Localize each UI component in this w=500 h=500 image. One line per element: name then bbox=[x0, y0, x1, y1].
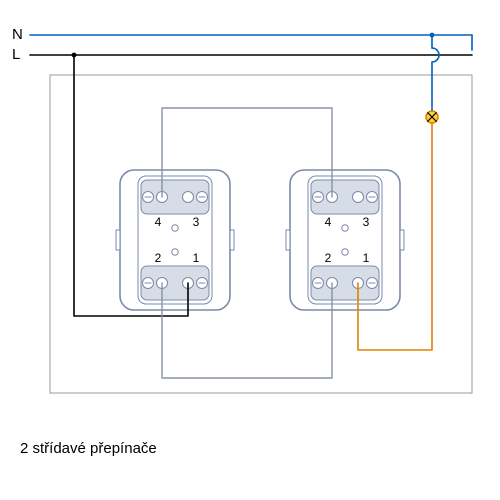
terminal-label-4: 4 bbox=[325, 215, 332, 229]
terminal-label-3: 3 bbox=[193, 215, 200, 229]
terminal-label-1: 1 bbox=[363, 251, 370, 265]
supply-rails bbox=[30, 35, 472, 55]
wiring-diagram: 4 3 2 1 4 3 2 1 bbox=[0, 0, 500, 500]
lamp bbox=[426, 35, 439, 123]
terminal-label-2: 2 bbox=[325, 251, 332, 265]
switch-B: 4 3 2 1 bbox=[286, 170, 404, 310]
terminal-label-1: 1 bbox=[193, 251, 200, 265]
terminal-label-4: 4 bbox=[155, 215, 162, 229]
terminal-label-2: 2 bbox=[155, 251, 162, 265]
terminal-label-3: 3 bbox=[363, 215, 370, 229]
switch-A: 4 3 2 1 bbox=[116, 170, 234, 310]
diagram-frame bbox=[50, 75, 472, 393]
